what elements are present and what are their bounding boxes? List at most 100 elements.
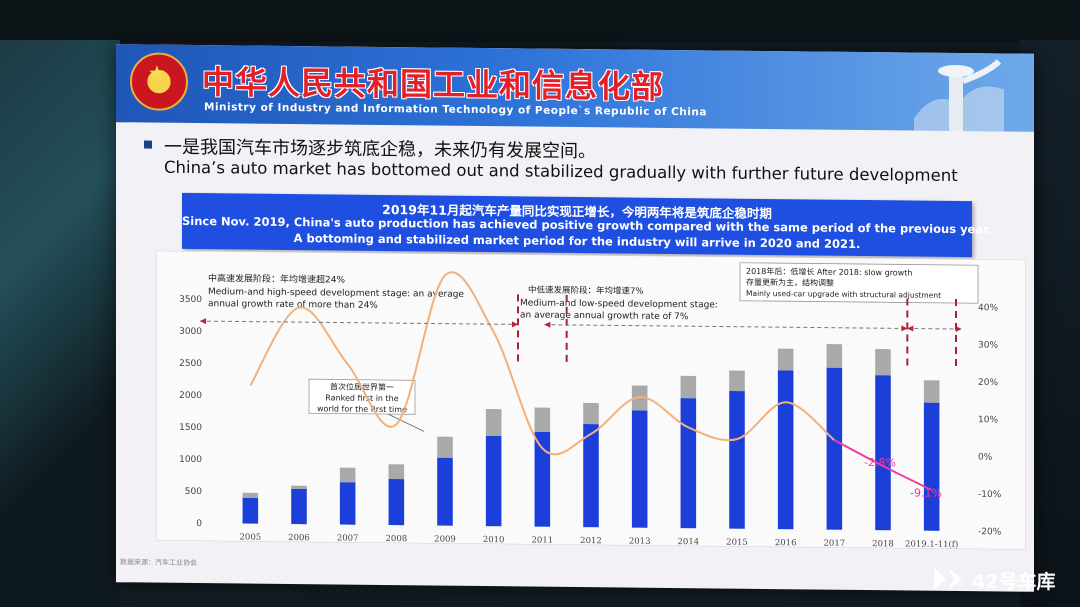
bar xyxy=(680,398,697,529)
highlight-box: 2019年11月起汽车产量同比实现正增长，今明两年将是筑底企稳时期 Since … xyxy=(182,192,992,258)
bar xyxy=(583,424,599,528)
y-tick-label: 3500 xyxy=(179,295,202,305)
x-tick-label: 2017 xyxy=(824,539,846,549)
x-tick-label: 2009 xyxy=(434,535,456,545)
watermark: 42号车库 xyxy=(932,562,1072,596)
stage2-arrow xyxy=(544,324,908,329)
y-tick-label: 1500 xyxy=(179,423,202,433)
stage1-label-en-2: annual growth rate of more than 24% xyxy=(208,299,378,311)
bar xyxy=(923,402,940,531)
stage2-arrow-head-left xyxy=(544,321,551,328)
bar xyxy=(437,457,453,526)
stage3-box xyxy=(739,262,979,304)
bar xyxy=(485,435,502,527)
bar-top-segment xyxy=(485,408,502,436)
stage1-label-en-1: Medium-and high-speed development stage:… xyxy=(208,287,464,300)
bar xyxy=(242,497,259,524)
bullet-text-en: China’s auto market has bottomed out and… xyxy=(164,157,958,186)
growth-label-2018: -2.8% xyxy=(864,456,896,469)
bar-top-segment xyxy=(583,402,599,425)
growth-label-2019: -9.1% xyxy=(910,487,942,500)
watermark-text: 42号车库 xyxy=(972,571,1056,593)
rank-callout-box xyxy=(308,378,416,415)
national-emblem-icon: ★ xyxy=(130,52,188,111)
bar-top-segment xyxy=(875,349,891,376)
bar-top-segment xyxy=(388,464,405,480)
bar xyxy=(339,482,356,525)
production-chart: 中高速发展阶段：年均增速超24% Medium-and high-speed d… xyxy=(156,250,1026,550)
stage3-arrow-head-left xyxy=(907,325,914,332)
bar-top-segment xyxy=(777,348,794,371)
huabiao-pillar-icon xyxy=(914,59,1004,132)
stage1-label-cn: 中高速发展阶段：年均增速超24% xyxy=(208,272,345,285)
bar xyxy=(826,367,843,530)
room-background-left xyxy=(0,40,120,607)
rank-callout-pointer xyxy=(387,413,425,432)
x-tick-label: 2006 xyxy=(288,533,310,543)
bar-top-segment xyxy=(437,436,453,458)
bar-top-segment xyxy=(923,380,940,403)
rank-label-en-1: Ranked first in the xyxy=(325,393,398,403)
x-tick-label: 2016 xyxy=(775,538,797,548)
chart-marks: 0 500 1000 1500 2000 2500 3000 3500 -20% -10% 0% 10… xyxy=(179,271,1002,550)
bar-top-segment xyxy=(631,385,648,411)
bar xyxy=(777,370,794,530)
y-tick-label: 3000 xyxy=(179,327,202,337)
y-tick-label: 2500 xyxy=(179,359,202,369)
room-background-top xyxy=(0,0,1080,42)
x-tick-label: 2012 xyxy=(580,536,602,546)
chart-background xyxy=(156,250,1026,550)
stage3-arrow-head-right xyxy=(955,325,962,332)
bar-top-segment xyxy=(534,407,551,433)
bar xyxy=(534,431,551,527)
x-tick-label: 2008 xyxy=(386,534,408,544)
stage2-arrow-head-right xyxy=(901,325,908,332)
bar-top-segment xyxy=(729,370,745,392)
bar-top-segment xyxy=(291,485,307,489)
growth-line xyxy=(249,271,835,456)
y-tick-label: 500 xyxy=(185,487,202,497)
stage1-arrow-head-right xyxy=(512,321,518,328)
x-tick-label: 2015 xyxy=(726,538,748,548)
x-tick-label: 2010 xyxy=(483,535,505,545)
y-tick-label: 1000 xyxy=(179,455,202,465)
bar xyxy=(291,488,307,525)
ministry-name-cn: 中华人民共和国工业和信息化部 xyxy=(202,63,665,106)
bar-top-segment xyxy=(242,492,259,499)
y2-tick-label: 0% xyxy=(978,453,993,463)
ministry-banner: ★ 中华人民共和国工业和信息化部 Ministry of Industry an… xyxy=(116,44,1034,132)
bar-top-segment xyxy=(826,344,843,368)
x-tick-label: 2011 xyxy=(532,536,554,546)
stage1-arrow xyxy=(200,320,518,325)
bar-top-segment xyxy=(680,375,697,399)
y2-tick-label: -20% xyxy=(978,527,1002,537)
growth-line-decline xyxy=(833,439,933,491)
x-tick-label: 2018 xyxy=(872,539,894,549)
bar xyxy=(729,391,745,529)
stage2-label-en-2: an average annual growth rate of 7% xyxy=(520,310,689,322)
y2-tick-label: -10% xyxy=(978,490,1002,500)
x-tick-label: 2007 xyxy=(337,534,359,544)
presentation-slide: ★ 中华人民共和国工业和信息化部 Ministry of Industry an… xyxy=(116,44,1034,592)
y2-tick-label: 30% xyxy=(978,341,998,351)
x-tick-label: 2019.1-11(f) xyxy=(905,538,958,549)
x-tick-label: 2013 xyxy=(629,537,651,547)
data-source-note: 数据来源：汽车工业协会 xyxy=(120,558,197,568)
y-tick-label: 2000 xyxy=(179,391,202,401)
bar xyxy=(875,375,891,531)
x-tick-label: 2014 xyxy=(678,537,700,547)
x-tick-label: 2005 xyxy=(240,532,262,542)
stage3-arrow xyxy=(907,327,962,330)
stage1-arrow-head-left xyxy=(200,318,206,325)
rank-label-en-2: world for the first time xyxy=(317,404,407,414)
y2-tick-label: 20% xyxy=(978,378,998,388)
bar xyxy=(631,410,648,528)
bullet-marker xyxy=(144,140,152,149)
stage3-label-1: 2018年后：低增长 After 2018: slow growth xyxy=(746,266,912,278)
stage2-label-en-1: Medium-and low-speed development stage: xyxy=(520,298,718,310)
bar xyxy=(388,478,405,526)
stage3-label-3: Mainly used-car upgrade with structural … xyxy=(746,289,941,300)
y2-tick-label: 10% xyxy=(978,415,998,425)
stage3-label-2: 存量更新为主，结构调整 xyxy=(746,277,834,288)
bar-top-segment xyxy=(339,467,356,483)
